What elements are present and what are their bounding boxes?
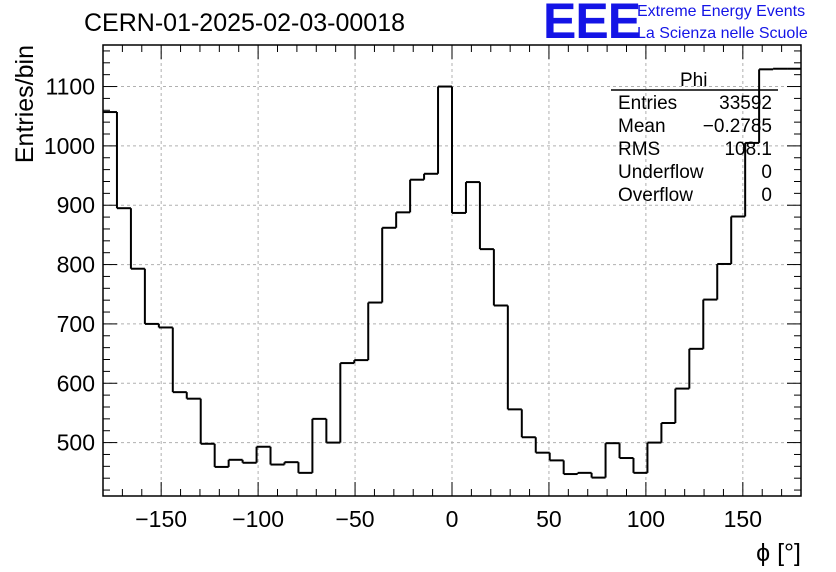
stats-value-rms: 108.1 — [724, 139, 772, 160]
x-tick-label: 150 — [724, 506, 762, 532]
y-tick-label: 500 — [57, 430, 95, 456]
y-tick-label: 800 — [57, 252, 95, 278]
org-name-line1: Extreme Energy Events — [637, 3, 806, 20]
x-tick-label: 50 — [536, 506, 562, 532]
stats-label-underflow: Underflow — [618, 162, 704, 183]
stats-label-overflow: Overflow — [618, 185, 693, 206]
stats-label-rms: RMS — [618, 139, 661, 160]
x-tick-label: −50 — [336, 506, 375, 532]
stats-value-entries: 33592 — [719, 93, 772, 114]
x-tick-label: 100 — [627, 506, 665, 532]
chart-title: CERN-01-2025-02-03-00018 — [84, 9, 406, 37]
x-tick-label: 0 — [446, 506, 459, 532]
y-tick-label: 900 — [57, 192, 95, 218]
stats-box-title: Phi — [680, 70, 708, 91]
y-tick-label: 600 — [57, 370, 95, 396]
stats-label-entries: Entries — [618, 93, 678, 114]
y-tick-label: 700 — [57, 311, 95, 337]
stats-value-underflow: 0 — [761, 162, 772, 183]
eee-logo: EEE — [543, 0, 641, 49]
stats-value-mean: −0.2785 — [702, 116, 772, 137]
x-axis-label: ϕ [°] — [756, 539, 801, 567]
stats-label-mean: Mean — [618, 116, 666, 137]
y-axis-label: Entries/bin — [11, 45, 39, 163]
x-tick-label: −150 — [135, 506, 187, 532]
org-name-line2: La Scienza nelle Scuole — [637, 25, 808, 42]
x-tick-label: −100 — [232, 506, 284, 532]
y-tick-label: 1100 — [46, 74, 95, 100]
stats-value-overflow: 0 — [761, 185, 772, 206]
y-tick-label: 1000 — [44, 133, 95, 159]
